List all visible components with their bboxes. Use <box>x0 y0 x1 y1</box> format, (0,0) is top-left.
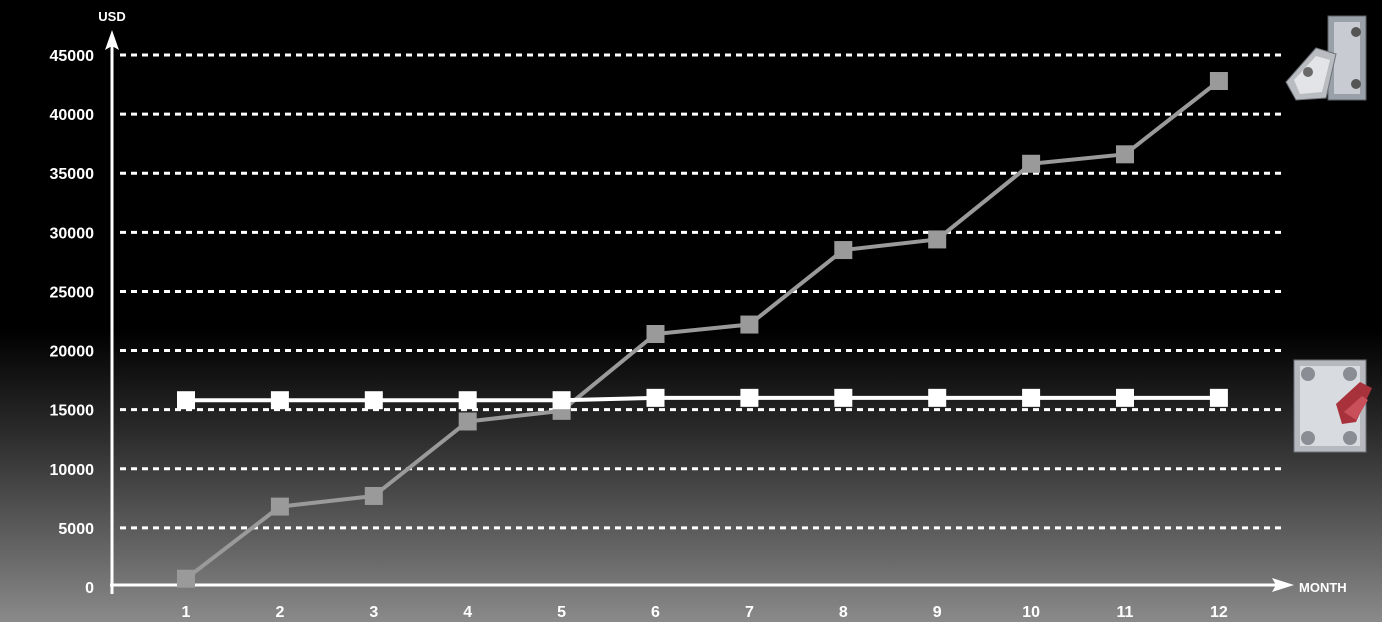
series-2-point <box>740 388 759 407</box>
x-tick-label: 10 <box>1022 604 1040 621</box>
y-tick-label: 25000 <box>50 284 95 301</box>
y-tick-label: 40000 <box>50 107 95 124</box>
x-tick-label: 2 <box>275 604 284 621</box>
axes: USD MONTH <box>98 9 1346 595</box>
y-axis-arrow <box>105 30 119 50</box>
x-tick-label: 3 <box>369 604 378 621</box>
series-2-point <box>177 391 195 410</box>
gray-plate-heat-exchanger-image <box>1285 15 1367 101</box>
x-tick-label: 11 <box>1117 604 1134 621</box>
series-2-point <box>552 391 571 410</box>
x-axis-title: MONTH <box>1299 580 1347 595</box>
y-tick-label: 0 <box>85 580 94 597</box>
series-2-point <box>646 388 665 407</box>
series-1-point <box>1116 145 1134 164</box>
series-1-point <box>1209 72 1228 91</box>
series-2-point <box>834 388 853 407</box>
series-2-point <box>928 388 947 407</box>
x-tick-label: 12 <box>1210 604 1228 621</box>
x-tick-label: 6 <box>651 604 660 621</box>
y-tick-label: 45000 <box>50 48 95 65</box>
y-tick-label: 10000 <box>50 462 95 479</box>
series-1-point <box>177 569 195 588</box>
series-2-point <box>270 391 289 410</box>
y-tick-label: 15000 <box>50 403 95 420</box>
series-1-point <box>364 486 383 505</box>
series-line-1 <box>184 79 1221 581</box>
y-tick-label: 30000 <box>50 225 95 242</box>
y-axis-title: USD <box>98 9 125 24</box>
x-tick-label: 8 <box>839 604 848 621</box>
y-tick-label: 20000 <box>50 344 95 361</box>
series-line-2 <box>186 395 1219 403</box>
y-tick-labels: 0 5000 10000 15000 20000 25000 30000 35000 40000… <box>50 48 95 597</box>
x-axis-arrow <box>1272 578 1294 592</box>
series-1-point <box>646 325 665 344</box>
series-1-point <box>928 230 947 249</box>
x-tick-labels: 1 2 3 4 5 6 7 8 9 10 11 12 <box>182 604 1228 621</box>
y-tick-label: 35000 <box>50 166 95 183</box>
series-1-point <box>834 241 853 260</box>
series-1-point <box>740 315 759 334</box>
series-2-point <box>1116 388 1134 407</box>
welded-plate-heat-exchanger-image <box>1293 359 1372 453</box>
series-2-point <box>1209 388 1228 407</box>
x-tick-label: 7 <box>745 604 754 621</box>
x-tick-label: 1 <box>182 604 191 621</box>
x-tick-label: 4 <box>463 604 472 621</box>
series-1-point <box>458 412 477 431</box>
series-2-point <box>458 391 477 410</box>
x-tick-label: 9 <box>933 604 942 621</box>
series-2-point <box>364 391 383 410</box>
series-2-point <box>1022 388 1041 407</box>
series-1-point <box>270 497 289 516</box>
x-tick-label: 5 <box>557 604 566 621</box>
series-1-point <box>1022 154 1041 173</box>
series-group <box>177 72 1228 588</box>
gridlines <box>120 53 1282 530</box>
y-tick-label: 5000 <box>58 521 94 538</box>
